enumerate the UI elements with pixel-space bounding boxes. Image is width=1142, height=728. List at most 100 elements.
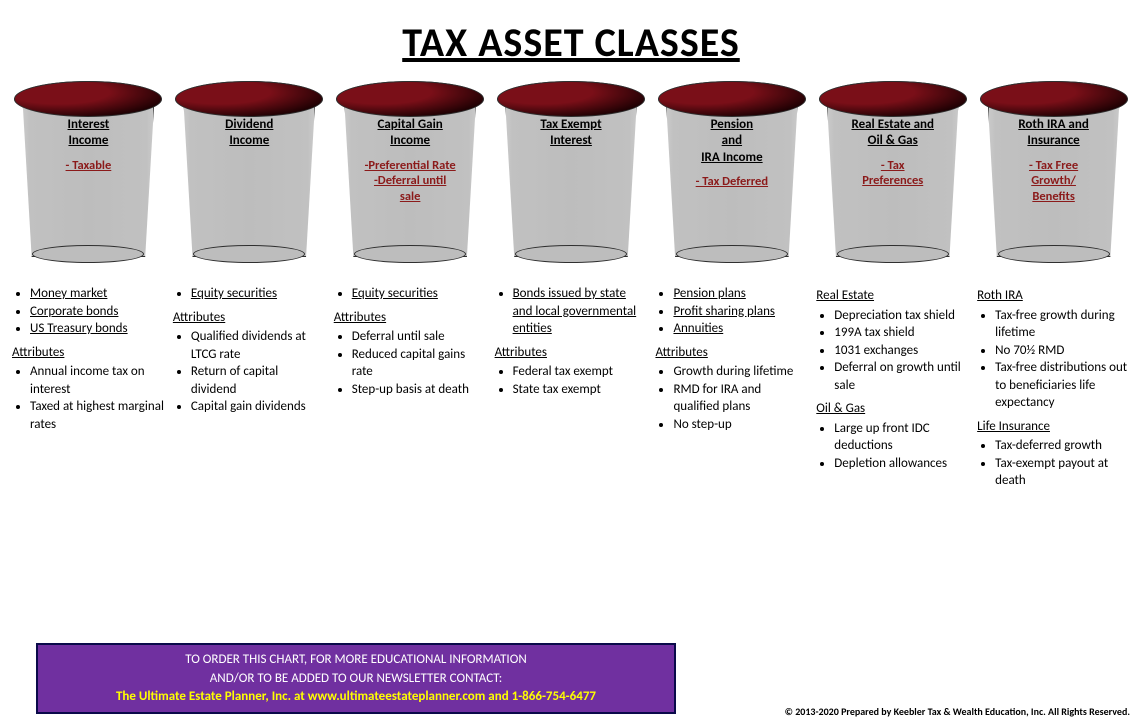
bucket-title: DividendIncome [225,117,273,150]
bucket-body: Roth IRA andInsurance - Tax FreeGrowth/Be… [988,99,1120,257]
list-item: Capital gain dividends [191,398,326,416]
bucket-title: InterestIncome [68,117,110,150]
detail-col-6: Roth IRA Tax-free growth during lifetimeN… [977,285,1130,496]
detail-col-4: Pension plansProfit sharing plansAnnuiti… [655,285,808,496]
section-heading: Roth IRA [977,287,1130,305]
list-item: Taxed at highest marginal rates [30,398,165,433]
list-item: No 70½ RMD [995,342,1130,360]
bucket-2: Capital GainIncome -Preferential Rate-Def… [336,81,484,267]
bucket-title: PensionandIRA Income [701,117,763,166]
bucket-rim-icon [980,81,1128,117]
list-item: RMD for IRA and qualified plans [673,381,808,416]
list-item: Tax-free distributions out to beneficiar… [995,359,1130,412]
list-item: Large up front IDC deductions [834,420,969,455]
list-item: Equity securities [352,285,487,303]
bucket-rim-icon [658,81,806,117]
buckets-row: InterestIncome - Taxable DividendIncome Cap… [12,81,1130,267]
list-item: Pension plans [673,285,808,303]
bucket-col-6: Roth IRA andInsurance - Tax FreeGrowth/Be… [977,81,1130,267]
bucket-col-2: Capital GainIncome -Preferential Rate-Def… [334,81,487,267]
list-item: Corporate bonds [30,303,165,321]
bucket-rim-icon [336,81,484,117]
list-item: US Treasury bonds [30,320,165,338]
details-row: Money marketCorporate bondsUS Treasury b… [12,285,1130,496]
section-heading: Real Estate [816,287,969,305]
bucket-body: Capital GainIncome -Preferential Rate-Def… [344,99,476,257]
list-item: Tax-exempt payout at death [995,455,1130,490]
bucket-6: Roth IRA andInsurance - Tax FreeGrowth/Be… [980,81,1128,267]
list: Depreciation tax shield199A tax shield10… [816,307,969,395]
list-item: Qualified dividends at LTCG rate [191,328,326,363]
list: Tax-free growth during lifetimeNo 70½ RM… [977,307,1130,412]
bucket-col-4: PensionandIRA Income - Tax Deferred [655,81,808,267]
bucket-col-1: DividendIncome [173,81,326,267]
bucket-3: Tax ExemptInterest [497,81,645,267]
bucket-0: InterestIncome - Taxable [14,81,162,267]
bucket-1: DividendIncome [175,81,323,267]
bucket-body: PensionandIRA Income - Tax Deferred [666,99,798,257]
list-item: Deferral until sale [352,328,487,346]
list-item: Growth during lifetime [673,363,808,381]
bucket-title: Real Estate andOil & Gas [851,117,933,150]
bucket-body: Tax ExemptInterest [505,99,637,257]
section-heading: Attributes [12,344,165,362]
list: Equity securities [334,285,487,303]
bucket-rim-icon [819,81,967,117]
detail-col-2: Equity securities AttributesDeferral unti… [334,285,487,496]
list: Qualified dividends at LTCG rateReturn o… [173,328,326,416]
bucket-col-0: InterestIncome - Taxable [12,81,165,267]
list: Growth during lifetimeRMD for IRA and qu… [655,363,808,433]
list: Pension plansProfit sharing plansAnnuiti… [655,285,808,338]
bucket-subtext: - Tax Deferred [696,174,768,190]
list: Equity securities [173,285,326,303]
list-item: Annual income tax on interest [30,363,165,398]
bucket-5: Real Estate andOil & Gas- TaxPreferences [819,81,967,267]
list-item: Depreciation tax shield [834,307,969,325]
list: Deferral until saleReduced capital gains… [334,328,487,398]
bucket-col-3: Tax ExemptInterest [495,81,648,267]
list-item: No step-up [673,416,808,434]
list-item: Return of capital dividend [191,363,326,398]
detail-col-3: Bonds issued by state and local governme… [495,285,648,496]
list-item: Money market [30,285,165,303]
list-item: Deferral on growth until sale [834,359,969,394]
list-item: Step-up basis at death [352,381,487,399]
footer-line1: TO ORDER THIS CHART, FOR MORE EDUCATIONA… [185,652,526,667]
page-title: TAX ASSET CLASSES [12,18,1130,67]
list-item: Tax-free growth during lifetime [995,307,1130,342]
bucket-subtext: -Preferential Rate-Deferral untilsale [365,158,456,205]
bucket-subtext: - Tax FreeGrowth/Benefits [1029,158,1078,205]
section-heading: Attributes [655,344,808,362]
section-heading: Attributes [334,309,487,327]
list: Federal tax exemptState tax exempt [495,363,648,398]
section-heading: Attributes [495,344,648,362]
bucket-col-5: Real Estate andOil & Gas- TaxPreferences [816,81,969,267]
footer-banner: TO ORDER THIS CHART, FOR MORE EDUCATIONA… [36,643,676,714]
list-item: Bonds issued by state and local governme… [513,285,648,338]
bucket-body: InterestIncome - Taxable [22,99,154,257]
bucket-title: Capital GainIncome [378,117,443,150]
footer-line3: The Ultimate Estate Planner, Inc. at www… [116,689,596,704]
list-item: Depletion allowances [834,455,969,473]
section-heading: Attributes [173,309,326,327]
list-item: Equity securities [191,285,326,303]
list: Bonds issued by state and local governme… [495,285,648,338]
list-item: Reduced capital gains rate [352,346,487,381]
detail-col-5: Real Estate Depreciation tax shield199A t… [816,285,969,496]
list: Tax-deferred growthTax-exempt payout at … [977,437,1130,490]
bucket-4: PensionandIRA Income - Tax Deferred [658,81,806,267]
section-heading: Life Insurance [977,418,1130,436]
list: Money marketCorporate bondsUS Treasury b… [12,285,165,338]
list-item: Annuities [673,320,808,338]
list-item: Tax-deferred growth [995,437,1130,455]
bucket-subtext: - Taxable [66,158,112,174]
list: Large up front IDC deductionsDepletion a… [816,420,969,473]
list: Annual income tax on interestTaxed at hi… [12,363,165,433]
copyright-text: © 2013-2020 Prepared by Keebler Tax & We… [785,705,1130,718]
bucket-rim-icon [14,81,162,117]
bucket-title: Roth IRA andInsurance [1018,117,1088,150]
bucket-title: Tax ExemptInterest [540,117,601,150]
list-item: 1031 exchanges [834,342,969,360]
bucket-rim-icon [175,81,323,117]
bucket-body: Real Estate andOil & Gas- TaxPreferences [827,99,959,257]
